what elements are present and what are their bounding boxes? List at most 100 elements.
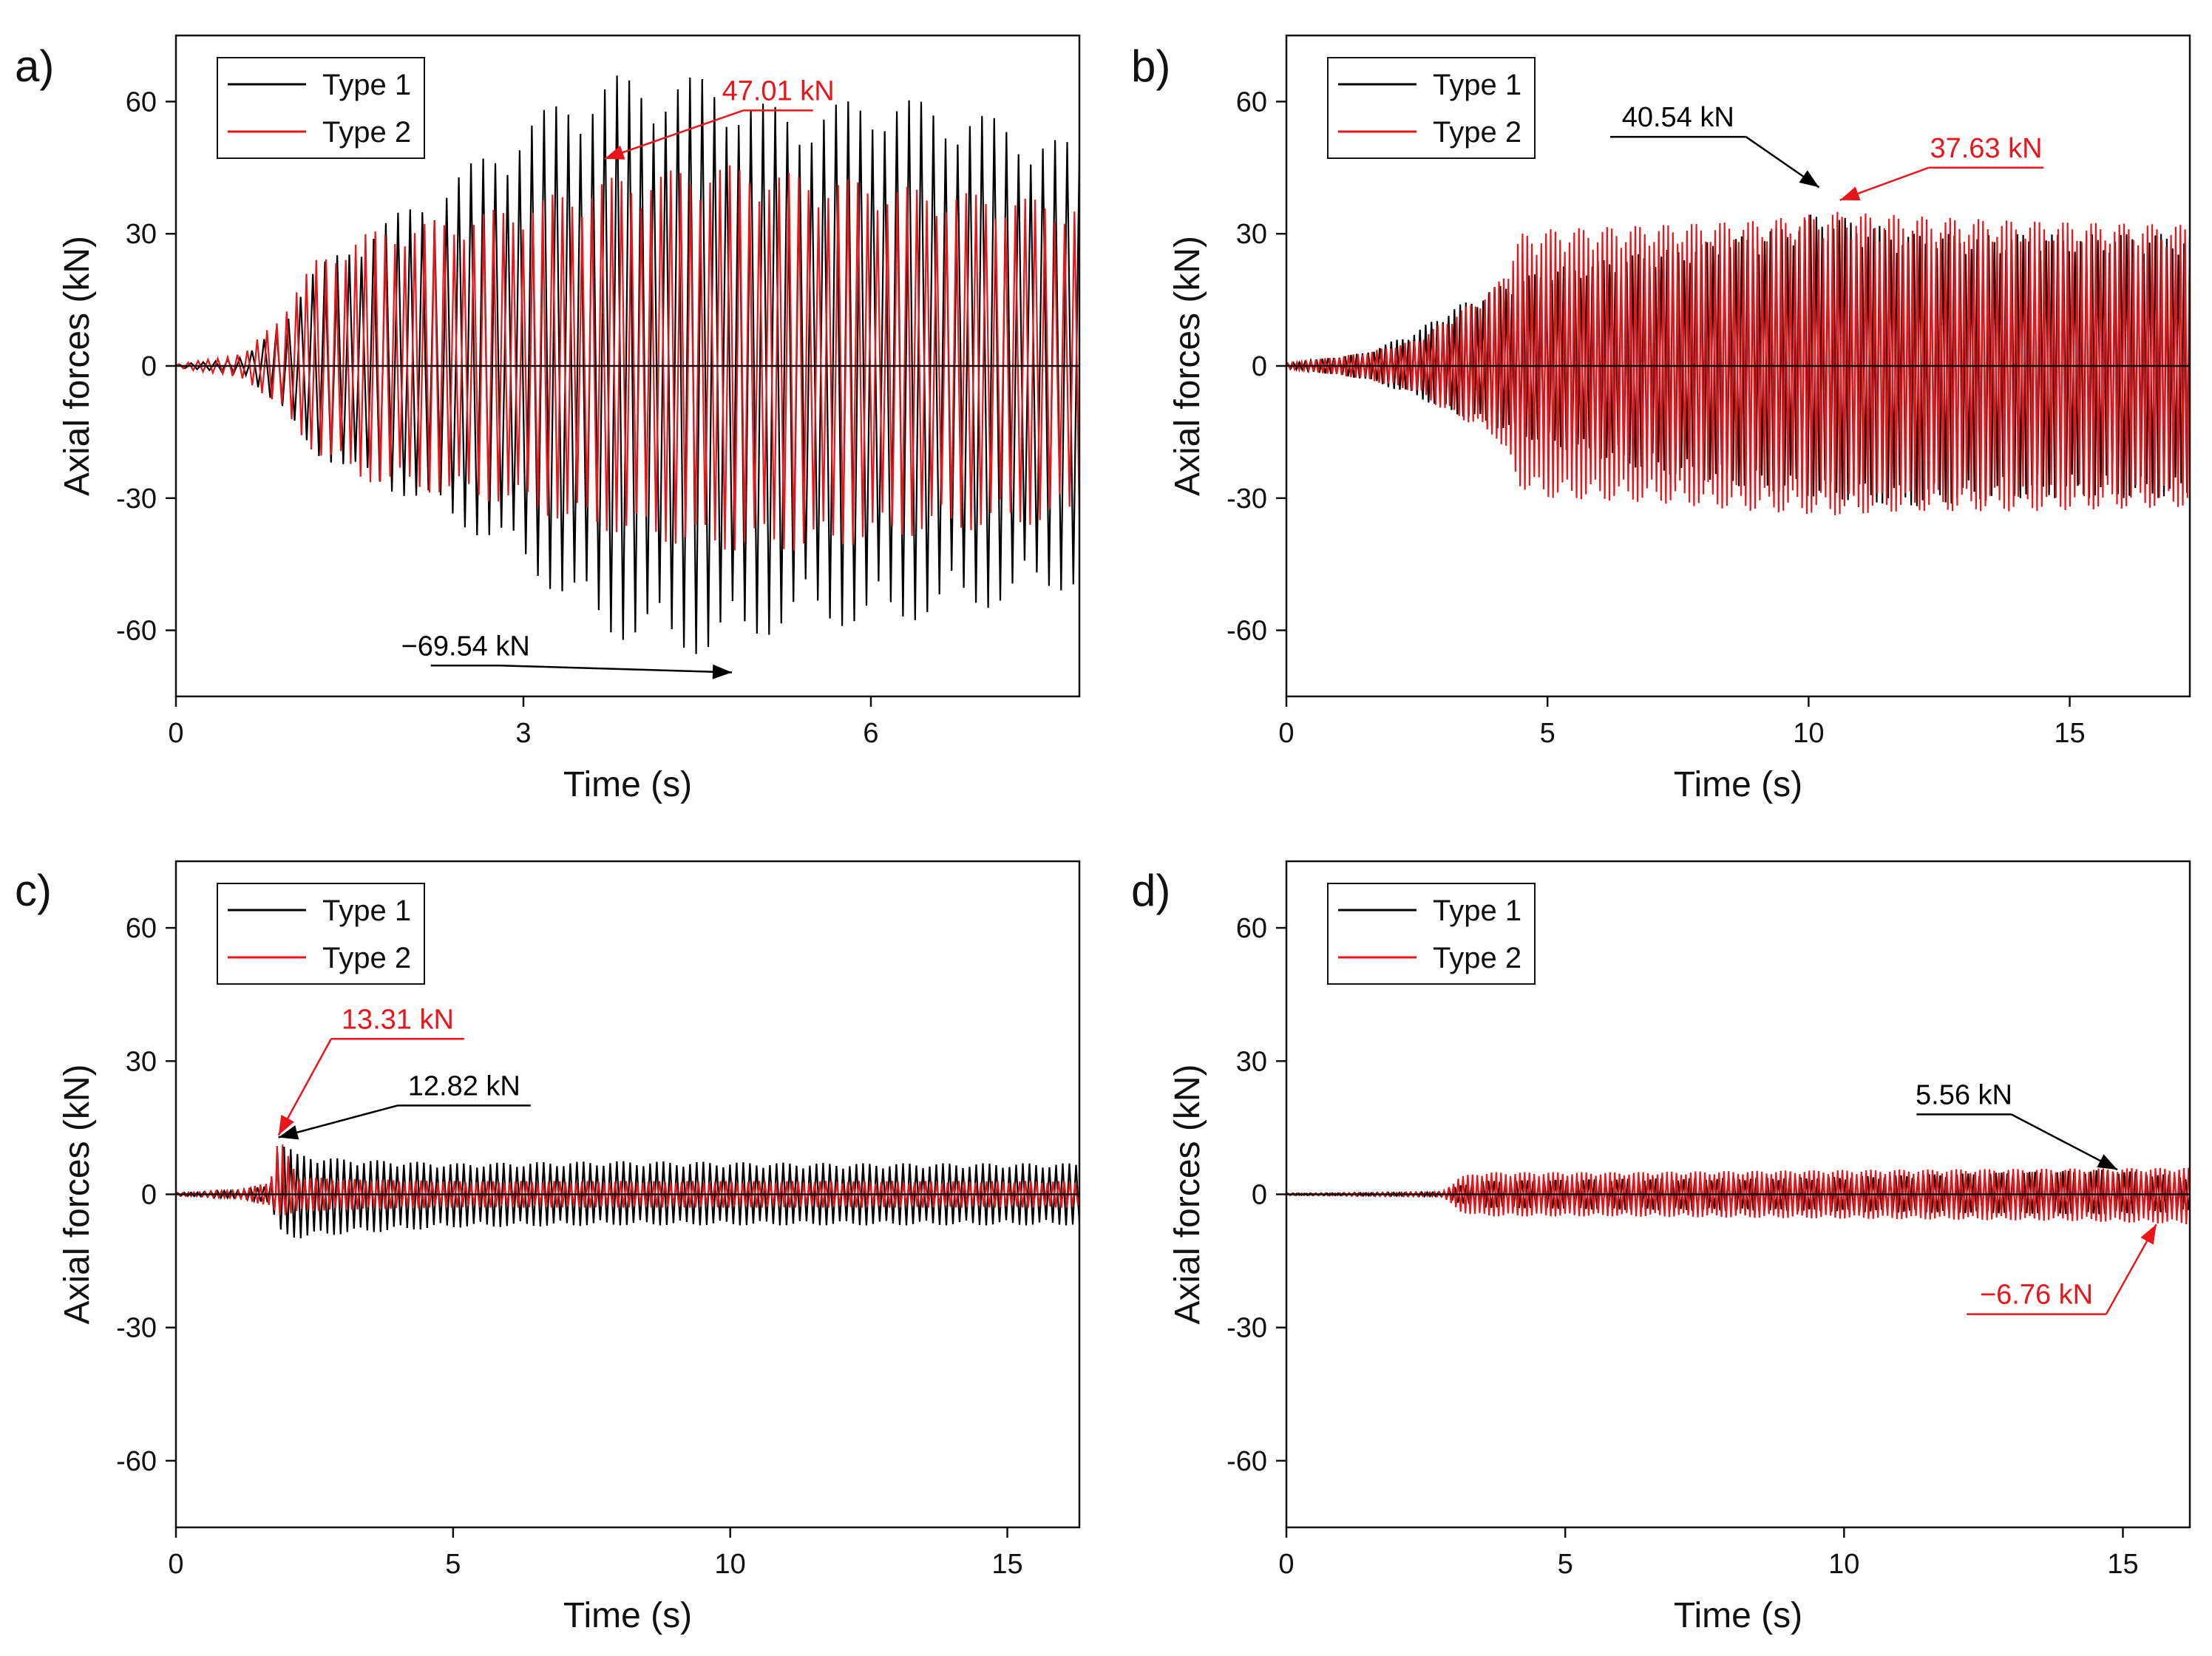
panel-label: a)	[15, 41, 54, 91]
x-tick-label: 5	[1558, 1549, 1573, 1580]
x-tick-label: 10	[1828, 1549, 1859, 1580]
y-tick-label: 0	[141, 351, 157, 382]
y-tick-label: 0	[1252, 351, 1267, 382]
annotation-label: 47.01 kN	[722, 75, 835, 106]
legend-label-type2: Type 2	[322, 116, 411, 149]
y-tick-label: 30	[1236, 1046, 1267, 1077]
x-axis-title: Time (s)	[563, 765, 692, 804]
x-tick-label: 0	[168, 1549, 183, 1580]
series-line-type2	[176, 165, 1079, 551]
x-tick-label: 15	[991, 1549, 1022, 1580]
y-tick-label: -60	[1227, 616, 1267, 647]
legend-box	[217, 57, 425, 159]
series-line-type2	[1286, 1167, 2190, 1224]
y-tick-label: -30	[116, 483, 157, 515]
annotation: 5.56 kN	[1916, 1079, 2118, 1171]
annotation: 47.01 kN	[604, 75, 835, 160]
series-line-type1	[176, 75, 1079, 654]
legend-box	[217, 883, 425, 985]
annotation-pointer	[500, 665, 733, 673]
y-tick-label: -60	[1227, 1446, 1267, 1477]
annotation: 37.63 kN	[1839, 133, 2044, 201]
annotation: 40.54 kN	[1609, 102, 1820, 189]
annotation: 13.31 kN	[277, 1004, 464, 1136]
y-tick-label: 30	[126, 219, 157, 250]
panel-label: d)	[1131, 866, 1170, 915]
y-tick-label: 60	[1236, 913, 1267, 944]
y-axis-title: Axial forces (kN)	[58, 236, 97, 496]
annotation-arrowhead	[1839, 186, 1861, 201]
y-tick-label: -30	[1227, 483, 1267, 515]
x-tick-label: 0	[168, 718, 183, 749]
annotation-pointer	[604, 109, 744, 160]
annotation-label: 40.54 kN	[1622, 102, 1734, 133]
y-tick-label: -30	[116, 1313, 157, 1344]
chart-panel-d: d) -60 -30 0 30 60 0 5 10 15 Time (s) Axial forces …	[1131, 860, 2191, 1635]
y-tick-label: 30	[126, 1046, 157, 1077]
x-tick-label: 3	[515, 718, 531, 749]
annotation-label: −6.76 kN	[1980, 1280, 2093, 1311]
annotation-label: 13.31 kN	[342, 1004, 454, 1035]
legend-box	[1327, 883, 1536, 985]
x-tick-label: 10	[1793, 718, 1824, 749]
annotation-pointer	[278, 1104, 398, 1138]
annotation-label: 37.63 kN	[1930, 133, 2042, 164]
chart-panel-a: a) -60 -30 0 30 60 0 3 6 Time (s) Axial forces (kN…	[15, 34, 1081, 804]
legend: Type 1 Type 2	[217, 57, 425, 159]
annotation-arrowhead	[1799, 170, 1819, 188]
x-tick-label: 10	[715, 1549, 746, 1580]
y-axis-title: Axial forces (kN)	[1168, 236, 1207, 496]
annotation-arrowhead	[712, 664, 732, 679]
legend-label-type1: Type 1	[322, 895, 411, 927]
x-axis-title: Time (s)	[1674, 765, 1802, 804]
x-tick-label: 5	[1540, 718, 1555, 749]
y-axis-title: Axial forces (kN)	[1168, 1064, 1207, 1324]
legend-label-type1: Type 1	[322, 69, 411, 101]
legend-label-type2: Type 2	[1433, 942, 1521, 974]
panel-label: c)	[15, 866, 52, 915]
x-axis-title: Time (s)	[563, 1596, 692, 1635]
y-tick-label: -60	[116, 616, 157, 647]
series-line-type1	[176, 1147, 1079, 1238]
legend-label-type1: Type 1	[1433, 69, 1521, 101]
annotation-label: 5.56 kN	[1916, 1079, 2012, 1110]
legend-box	[1327, 57, 1536, 159]
legend-label-type2: Type 2	[322, 942, 411, 974]
y-tick-label: 30	[1236, 219, 1267, 250]
x-axis-title: Time (s)	[1674, 1596, 1802, 1635]
annotation-arrowhead	[278, 1114, 294, 1136]
y-tick-label: -30	[1227, 1313, 1267, 1344]
y-tick-label: 0	[1252, 1180, 1267, 1211]
annotation-pointer	[2011, 1113, 2118, 1171]
y-tick-label: -60	[116, 1446, 157, 1477]
legend: Type 1 Type 2	[1327, 57, 1536, 159]
x-tick-label: 15	[2054, 718, 2085, 749]
annotation-arrowhead	[278, 1125, 299, 1140]
annotation: −6.76 kN	[1967, 1224, 2157, 1315]
series-line-type1	[1286, 214, 2190, 506]
annotation: −69.54 kN	[401, 631, 733, 679]
x-tick-label: 5	[445, 1549, 461, 1580]
y-tick-label: 0	[141, 1180, 157, 1211]
x-tick-label: 6	[863, 718, 878, 749]
annotation-label: 12.82 kN	[408, 1070, 520, 1102]
annotation-label: −69.54 kN	[401, 631, 530, 662]
panel-label: b)	[1131, 41, 1170, 91]
legend-label-type2: Type 2	[1433, 116, 1521, 149]
legend: Type 1 Type 2	[1327, 883, 1536, 985]
annotation-arrowhead	[2140, 1224, 2157, 1245]
annotation: 12.82 kN	[278, 1070, 531, 1140]
chart-panel-b: b) -60 -30 0 30 60 0 5 10 15 Time (s) Axial forces …	[1131, 34, 2191, 804]
y-axis-title: Axial forces (kN)	[58, 1064, 97, 1324]
x-tick-label: 15	[2107, 1549, 2138, 1580]
y-tick-label: 60	[126, 913, 157, 944]
chart-panel-c: c) -60 -30 0 30 60 0 5 10 15 Time (s) Axial forces …	[15, 860, 1081, 1635]
annotation-arrowhead	[604, 145, 625, 160]
series-line-type2	[1286, 211, 2190, 515]
y-tick-label: 60	[126, 86, 157, 118]
x-tick-label: 0	[1278, 718, 1294, 749]
annotation-arrowhead	[2097, 1154, 2117, 1170]
legend-label-type1: Type 1	[1433, 895, 1521, 927]
y-tick-label: 60	[1236, 86, 1267, 118]
